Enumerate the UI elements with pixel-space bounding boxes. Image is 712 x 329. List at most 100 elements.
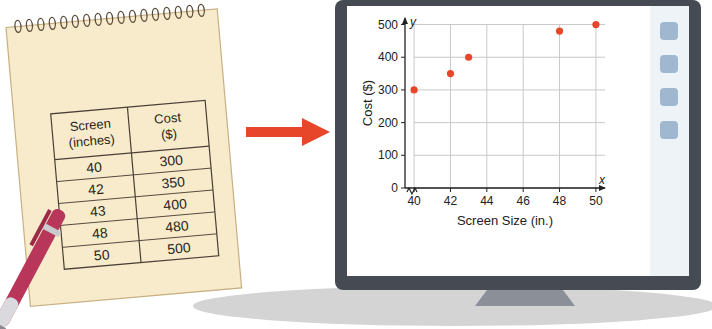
grid-line-y	[414, 155, 605, 156]
spiral-ring	[186, 5, 193, 17]
grid-line-y	[414, 122, 605, 123]
x-axis	[405, 187, 605, 188]
spiral-ring	[175, 6, 182, 18]
arrow	[246, 118, 330, 146]
table-cell: 300	[159, 152, 184, 170]
table-cell: 50	[93, 246, 110, 263]
pen-body	[0, 207, 67, 328]
table-header-line-text: (inches)	[68, 131, 115, 150]
spiral-ring	[140, 9, 147, 21]
x-tick-label: 46	[517, 194, 531, 208]
y-tick	[401, 89, 405, 90]
grid-line-x	[595, 25, 596, 188]
grid-line-x	[559, 25, 560, 188]
y-tick	[401, 188, 405, 189]
x-tick-label: 42	[444, 194, 458, 208]
pen-clip	[29, 209, 51, 246]
spiral-ring	[14, 20, 21, 32]
spiral-ring	[37, 18, 44, 30]
pen	[0, 205, 70, 329]
floor-shadow	[193, 286, 712, 326]
data-point	[556, 27, 563, 34]
table-row-line	[62, 234, 216, 248]
table-cell: 40	[86, 159, 103, 176]
y-axis-letter: y	[409, 15, 417, 29]
x-axis-title: Screen Size (in.)	[457, 213, 553, 228]
x-tick-label: 48	[553, 194, 567, 208]
grid-line-x	[486, 25, 487, 188]
spiral-ring	[129, 10, 136, 22]
y-axis	[404, 18, 405, 188]
toolbar-icon	[660, 55, 678, 73]
table-cell: 350	[161, 173, 186, 191]
x-tick	[486, 188, 487, 192]
data-point	[592, 21, 599, 28]
spiral-ring	[152, 8, 159, 20]
y-tick-label: 300	[378, 83, 398, 97]
table-row-line	[57, 168, 211, 182]
x-tick	[595, 188, 596, 192]
y-tick	[401, 24, 405, 25]
spiral-ring	[118, 11, 125, 23]
spiral-ring	[26, 19, 33, 31]
grid-line-x	[414, 25, 415, 188]
table-row-line	[60, 212, 214, 226]
data-point	[410, 86, 417, 93]
table-cell: 400	[163, 195, 188, 213]
toolbar-icon	[660, 88, 678, 106]
table-header: Cost($)	[154, 110, 184, 143]
data-point	[447, 70, 454, 77]
y-tick	[401, 155, 405, 156]
spiral-ring	[163, 7, 170, 19]
spiral-ring	[49, 17, 56, 29]
points	[410, 21, 599, 94]
x-tick-label: 44	[480, 194, 494, 208]
y-tick	[401, 122, 405, 123]
grid-line-x	[450, 25, 451, 188]
toolbar-panel	[650, 6, 689, 276]
y-tick-label: 0	[391, 181, 398, 195]
spiral-ring	[60, 16, 67, 28]
toolbar-icon	[660, 121, 678, 139]
y-axis-arrow	[402, 17, 408, 24]
y-axis-title: Cost ($)	[360, 80, 375, 126]
spiral-ring	[83, 14, 90, 26]
spiral-ring	[106, 12, 113, 24]
y-tick-label: 200	[378, 116, 398, 130]
pen-grip	[0, 295, 20, 328]
monitor-screen	[347, 6, 689, 276]
table-cell: 500	[167, 239, 192, 257]
grid-line-y	[414, 24, 605, 25]
x-tick	[414, 188, 415, 192]
toolbar-icon	[660, 22, 678, 40]
data-point	[465, 54, 472, 61]
table-cell: 43	[89, 202, 106, 219]
pen-tip	[0, 322, 6, 329]
x-tick	[523, 188, 524, 192]
spiral-ring	[95, 13, 102, 25]
chart: 4042444648500100200300400500Screen Size …	[360, 15, 606, 228]
x-axis-letter: x	[598, 173, 606, 187]
stage: 4042444648500100200300400500Screen Size …	[0, 0, 712, 329]
x-tick	[559, 188, 560, 192]
spiral-ring	[72, 15, 79, 27]
table-frame	[51, 100, 219, 269]
table-cell: 480	[165, 217, 190, 235]
grid-line-y	[414, 57, 605, 58]
y-tick-label: 400	[378, 50, 398, 64]
y-tick	[401, 57, 405, 58]
y-tick-label: 500	[378, 18, 398, 32]
table-cell: 42	[87, 181, 104, 198]
grid-line-x	[523, 25, 524, 188]
table-row-line	[59, 190, 213, 204]
table-cell: 48	[91, 224, 108, 241]
x-tick-label: 40	[407, 194, 421, 208]
table-header-line-text: ($)	[160, 126, 177, 142]
spiral-ring	[198, 4, 205, 16]
x-tick-label: 50	[589, 194, 603, 208]
x-tick	[450, 188, 451, 192]
y-tick-label: 100	[378, 148, 398, 162]
monitor-bezel	[335, 0, 701, 290]
table-column-line	[127, 107, 141, 262]
grid-line-y	[414, 89, 605, 90]
